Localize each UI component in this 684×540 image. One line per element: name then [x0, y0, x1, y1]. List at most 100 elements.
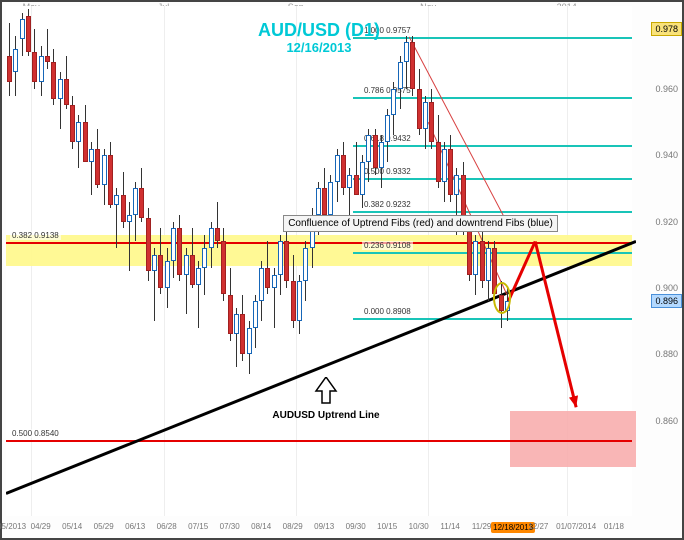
candle[interactable]: [341, 6, 345, 520]
x-tick: 01/07/2014: [556, 522, 596, 531]
candle[interactable]: [76, 6, 80, 520]
candle[interactable]: [247, 6, 251, 520]
candle[interactable]: [284, 6, 288, 520]
candle[interactable]: [114, 6, 118, 520]
candle[interactable]: [442, 6, 446, 520]
x-axis: 04/05/201304/2905/1405/2906/1306/2807/15…: [6, 518, 632, 538]
candle[interactable]: [158, 6, 162, 520]
candle[interactable]: [234, 6, 238, 520]
candle[interactable]: [347, 6, 351, 520]
x-tick: 09/13: [314, 522, 334, 531]
candle[interactable]: [215, 6, 219, 520]
candle[interactable]: [448, 6, 452, 520]
candle[interactable]: [373, 6, 377, 520]
candle[interactable]: [291, 6, 295, 520]
candle[interactable]: [184, 6, 188, 520]
candle[interactable]: [70, 6, 74, 520]
candle[interactable]: [177, 6, 181, 520]
candle[interactable]: [385, 6, 389, 520]
candle[interactable]: [102, 6, 106, 520]
arrow-up-icon: [251, 377, 401, 408]
candle[interactable]: [20, 6, 24, 520]
candle[interactable]: [473, 6, 477, 520]
candle[interactable]: [202, 6, 206, 520]
candle[interactable]: [417, 6, 421, 520]
candle[interactable]: [328, 6, 332, 520]
x-tick: 06/13: [125, 522, 145, 531]
candle[interactable]: [461, 6, 465, 520]
candle[interactable]: [32, 6, 36, 520]
candle[interactable]: [410, 6, 414, 520]
candle[interactable]: [51, 6, 55, 520]
x-tick: 05/29: [94, 522, 114, 531]
y-tick: 0.880: [655, 349, 678, 359]
candle[interactable]: [259, 6, 263, 520]
candle[interactable]: [64, 6, 68, 520]
candle[interactable]: [360, 6, 364, 520]
x-tick: 08/14: [251, 522, 271, 531]
candle[interactable]: [499, 6, 503, 520]
candle[interactable]: [165, 6, 169, 520]
candle[interactable]: [26, 6, 30, 520]
y-tick: 0.940: [655, 150, 678, 160]
x-tick: 09/30: [346, 522, 366, 531]
candle[interactable]: [272, 6, 276, 520]
candle[interactable]: [467, 6, 471, 520]
candle[interactable]: [39, 6, 43, 520]
candle[interactable]: [58, 6, 62, 520]
candle[interactable]: [322, 6, 326, 520]
annotation-textbox: Confluence of Uptrend Fibs (red) and dow…: [283, 215, 558, 232]
candle[interactable]: [221, 6, 225, 520]
candle[interactable]: [7, 6, 11, 520]
candle[interactable]: [95, 6, 99, 520]
candle[interactable]: [398, 6, 402, 520]
candle[interactable]: [303, 6, 307, 520]
candle[interactable]: [83, 6, 87, 520]
candle[interactable]: [209, 6, 213, 520]
candle[interactable]: [404, 6, 408, 520]
candle[interactable]: [486, 6, 490, 520]
y-tick: 0.960: [655, 84, 678, 94]
candle[interactable]: [480, 6, 484, 520]
chart-container: MayJulSepNov2014 0.382 0.91380.500 0.854…: [0, 0, 684, 540]
chart-subtitle: 12/16/2013: [6, 40, 632, 55]
candle[interactable]: [391, 6, 395, 520]
candle[interactable]: [278, 6, 282, 520]
candle[interactable]: [89, 6, 93, 520]
candle[interactable]: [265, 6, 269, 520]
candle[interactable]: [429, 6, 433, 520]
candle[interactable]: [335, 6, 339, 520]
chart-title: AUD/USD (D1): [6, 20, 632, 41]
y-axis: 0.8600.8800.9000.9200.9400.9600.8960.978: [634, 6, 682, 516]
plot-area[interactable]: 0.382 0.91380.500 0.85401.000 0.97570.78…: [6, 6, 632, 516]
candle[interactable]: [297, 6, 301, 520]
candle[interactable]: [316, 6, 320, 520]
candle[interactable]: [379, 6, 383, 520]
candle[interactable]: [139, 6, 143, 520]
candle[interactable]: [13, 6, 17, 520]
candle[interactable]: [354, 6, 358, 520]
candle[interactable]: [454, 6, 458, 520]
candle[interactable]: [196, 6, 200, 520]
candle[interactable]: [436, 6, 440, 520]
candle[interactable]: [108, 6, 112, 520]
candle[interactable]: [366, 6, 370, 520]
candle[interactable]: [423, 6, 427, 520]
candle[interactable]: [240, 6, 244, 520]
candle[interactable]: [253, 6, 257, 520]
candle[interactable]: [310, 6, 314, 520]
candle[interactable]: [190, 6, 194, 520]
candle[interactable]: [45, 6, 49, 520]
candle[interactable]: [133, 6, 137, 520]
candle[interactable]: [121, 6, 125, 520]
candle[interactable]: [146, 6, 150, 520]
candle[interactable]: [228, 6, 232, 520]
candle[interactable]: [152, 6, 156, 520]
candle[interactable]: [127, 6, 131, 520]
top-price-tag: 0.978: [651, 22, 682, 36]
x-tick: 07/15: [188, 522, 208, 531]
candle[interactable]: [171, 6, 175, 520]
candle[interactable]: [492, 6, 496, 520]
candle[interactable]: [505, 6, 509, 520]
current-price-tag: 0.896: [651, 294, 682, 308]
